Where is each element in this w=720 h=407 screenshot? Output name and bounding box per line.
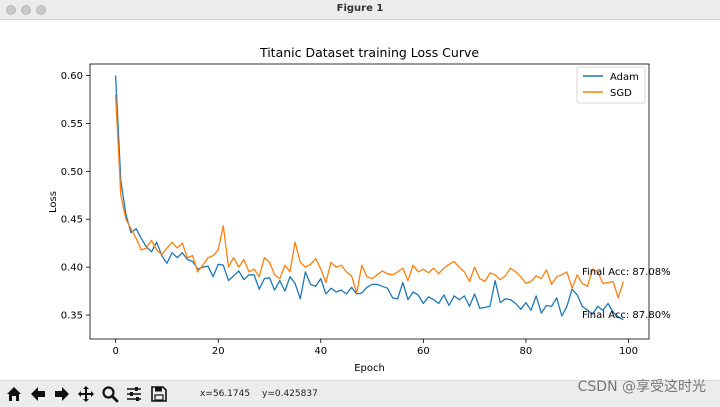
watermark: CSDN @享受这时光	[577, 379, 706, 395]
series-layer	[114, 75, 625, 321]
loss-chart[interactable]: 0 20 40 60 80 100 0.35 0.40 0.45 0.50 0.55 0.60 Tit…	[0, 20, 720, 378]
x-tick-label: 100	[619, 346, 638, 357]
legend: Adam SGD	[576, 66, 646, 104]
legend-label-sgd: SGD	[610, 88, 632, 99]
chart-title: Titanic Dataset training Loss Curve	[259, 45, 479, 60]
save-icon	[151, 386, 167, 402]
final-acc-adam-label: Final Acc: 87.80%	[582, 310, 671, 321]
series-line-adam	[114, 75, 624, 321]
home-button[interactable]	[3, 383, 25, 405]
y-axis-label: Loss	[48, 191, 59, 213]
x-coordinate-readout: x=56.1745	[200, 389, 251, 399]
y-coordinate-readout: y=0.425837	[262, 389, 318, 399]
save-button[interactable]	[148, 383, 170, 405]
x-tick-label: 20	[212, 346, 225, 357]
y-tick-label: 0.50	[61, 167, 83, 178]
final-acc-sgd-label: Final Acc: 87.08%	[582, 267, 671, 278]
pan-icon	[78, 386, 94, 402]
window-title: Figure 1	[336, 3, 384, 14]
home-icon	[7, 387, 21, 401]
y-tick-label: 0.55	[61, 119, 83, 130]
y-tick-label: 0.60	[61, 71, 83, 82]
x-tick-label: 60	[417, 346, 430, 357]
configure-subplots-button[interactable]	[123, 383, 145, 405]
configure-subplots-icon	[127, 387, 141, 401]
y-tick-label: 0.40	[61, 263, 83, 274]
back-button[interactable]	[27, 383, 49, 405]
pan-button[interactable]	[75, 383, 97, 405]
zoom-button[interactable]	[99, 383, 121, 405]
back-arrow-icon	[31, 387, 45, 401]
forward-arrow-icon	[55, 387, 69, 401]
series-line-sgd	[114, 94, 625, 299]
window-titlebar: Figure 1	[0, 0, 720, 20]
zoom-icon	[102, 386, 119, 403]
x-axis-label: Epoch	[354, 363, 385, 374]
zoom-window-button[interactable]	[36, 5, 46, 15]
x-tick-label: 0	[112, 346, 118, 357]
navigation-toolbar: x=56.1745 y=0.425837	[0, 380, 720, 407]
x-tick-label: 40	[314, 346, 327, 357]
axes-frame	[89, 63, 650, 340]
x-tick-label: 80	[520, 346, 533, 357]
minimize-window-button[interactable]	[21, 5, 31, 15]
close-window-button[interactable]	[6, 5, 16, 15]
ticks-layer: 0 20 40 60 80 100 0.35 0.40 0.45 0.50 0.55 0.60	[61, 71, 638, 357]
y-tick-label: 0.35	[61, 311, 83, 322]
legend-label-adam: Adam	[610, 72, 639, 83]
y-tick-label: 0.45	[61, 215, 83, 226]
forward-button[interactable]	[51, 383, 73, 405]
